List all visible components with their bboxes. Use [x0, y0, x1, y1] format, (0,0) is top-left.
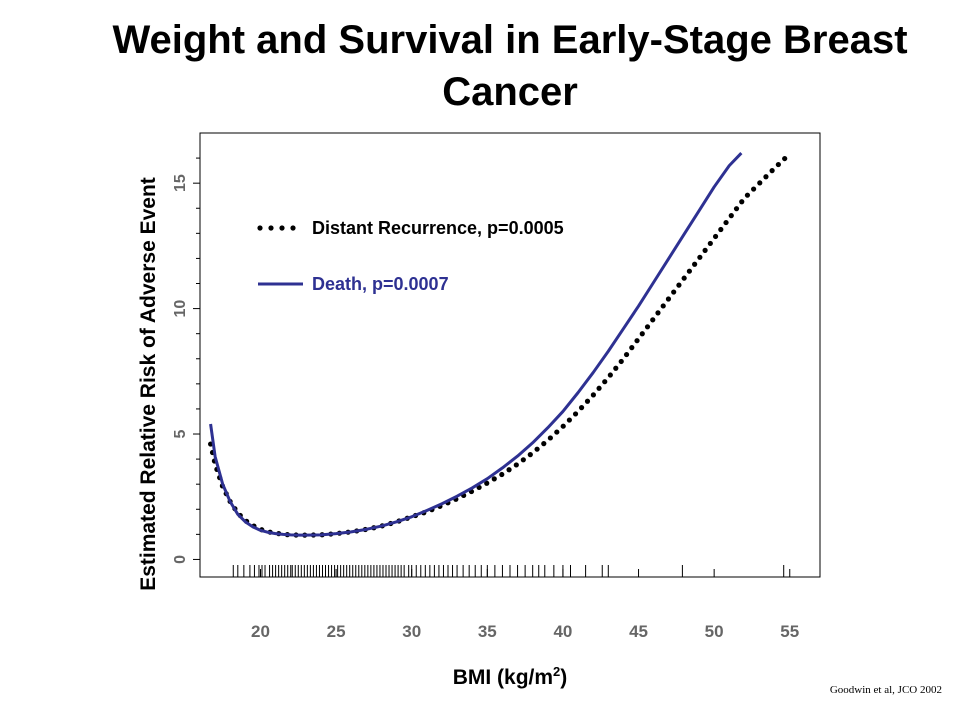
- series-distant-recurrence-point: [639, 331, 645, 337]
- series-distant-recurrence-point: [506, 467, 512, 473]
- series-distant-recurrence-point: [782, 155, 788, 162]
- series-distant-recurrence-point: [763, 174, 769, 180]
- series-distant-recurrence-point: [547, 435, 553, 441]
- rug-marks: [232, 565, 785, 577]
- x-tick-label: 35: [478, 622, 497, 641]
- series-distant-recurrence-point: [739, 199, 745, 205]
- series-distant-recurrence-point: [534, 446, 540, 452]
- series-distant-recurrence-point: [566, 417, 572, 423]
- x-tick-label: 50: [705, 622, 724, 641]
- series-distant-recurrence-point: [692, 261, 698, 267]
- series-distant-recurrence-point: [623, 351, 630, 358]
- series-distant-recurrence-point: [650, 317, 656, 323]
- series-distant-recurrence-point: [723, 219, 729, 226]
- series-death-line: [209, 152, 743, 537]
- y-tick-label: 5: [172, 429, 189, 438]
- series-distant-recurrence-point: [602, 379, 608, 385]
- y-tick-label: 0: [172, 555, 189, 564]
- y-tick-label: 15: [172, 174, 189, 192]
- series-distant-recurrence-point: [671, 289, 677, 295]
- series-distant-recurrence-point: [728, 213, 734, 219]
- legend-dot-marker: [257, 225, 263, 231]
- series-distant-recurrence-point: [520, 457, 526, 463]
- legend-dot-marker: [279, 225, 285, 231]
- y-axis-label: Estimated Relative Risk of Adverse Event: [137, 177, 160, 591]
- legend: Distant Recurrence, p=0.0005 Death, p=0.0…: [257, 218, 564, 294]
- series-distant-recurrence-point: [751, 186, 757, 192]
- x-axis-label: BMI (kg/m2): [453, 664, 568, 689]
- series-distant-recurrence-point: [484, 480, 490, 486]
- series-distant-recurrence-point: [681, 275, 687, 281]
- x-axis-label-main: BMI (kg/m: [453, 666, 553, 689]
- series-distant-recurrence-point: [644, 324, 651, 330]
- series-distant-recurrence-point: [560, 423, 566, 429]
- series-distant-recurrence-point: [554, 429, 560, 435]
- legend-label-death: Death, p=0.0007: [312, 274, 449, 294]
- series-distant-recurrence-point: [757, 180, 763, 186]
- legend-label-distant-recurrence: Distant Recurrence, p=0.0005: [312, 218, 564, 238]
- plot-frame: [199, 132, 821, 578]
- x-tick-label: 45: [629, 622, 648, 641]
- series-distant-recurrence-point: [596, 385, 602, 391]
- series-distant-recurrence-point: [491, 476, 497, 482]
- series-distant-recurrence-point: [572, 411, 579, 417]
- x-tick-label: 25: [327, 622, 346, 641]
- x-tick-label: 20: [251, 622, 270, 641]
- series-distant-recurrence-point: [775, 161, 781, 168]
- series-distant-recurrence-point: [686, 268, 692, 274]
- series-distant-recurrence-point: [513, 462, 519, 468]
- series-distant-recurrence-point: [769, 168, 775, 174]
- series-distant-recurrence-point: [733, 206, 740, 212]
- legend-dot-marker: [268, 225, 274, 231]
- x-tick-label: 55: [780, 622, 799, 641]
- series-distant-recurrence-point: [665, 296, 672, 302]
- x-tick-label: 30: [402, 622, 421, 641]
- source-note: Goodwin et al, JCO 2002: [829, 684, 942, 696]
- series-distant-recurrence-point: [718, 226, 724, 233]
- chart-title: Weight and Survival in Early-Stage Breas…: [112, 18, 908, 114]
- series-distant-recurrence-point: [660, 303, 666, 309]
- series-distant-recurrence-point: [613, 365, 619, 371]
- series-distant-recurrence-point: [676, 282, 682, 288]
- series-distant-recurrence-point: [707, 240, 713, 247]
- series-distant-recurrence-point: [584, 398, 591, 404]
- series-distant-recurrence-point: [744, 192, 751, 198]
- series-distant-recurrence-point: [618, 358, 624, 365]
- series-distant-recurrence-point: [527, 452, 533, 458]
- series-layer: [207, 152, 788, 538]
- series-distant-recurrence-point: [634, 338, 640, 344]
- y-tick-label: 10: [172, 300, 189, 318]
- series-distant-recurrence-point: [702, 247, 708, 253]
- series-distant-recurrence-point: [697, 254, 703, 260]
- y-axis: 0 5 10 15: [172, 157, 200, 564]
- series-distant-recurrence-point: [655, 310, 661, 316]
- series-distant-recurrence-point: [607, 372, 613, 378]
- x-tick-label: 40: [553, 622, 572, 641]
- x-axis-label-suffix: ): [560, 666, 567, 689]
- series-distant-recurrence-point: [578, 405, 585, 411]
- legend-dot-marker: [290, 225, 296, 231]
- series-distant-recurrence-point: [629, 345, 635, 351]
- series-distant-recurrence-point: [541, 441, 547, 447]
- x-axis: 20 25 30 35 40 45 50 55: [251, 569, 799, 641]
- x-axis-label-superscript: 2: [553, 664, 560, 679]
- series-distant-recurrence-point: [590, 392, 596, 398]
- series-distant-recurrence-point: [499, 471, 505, 478]
- series-distant-recurrence-point: [712, 233, 719, 240]
